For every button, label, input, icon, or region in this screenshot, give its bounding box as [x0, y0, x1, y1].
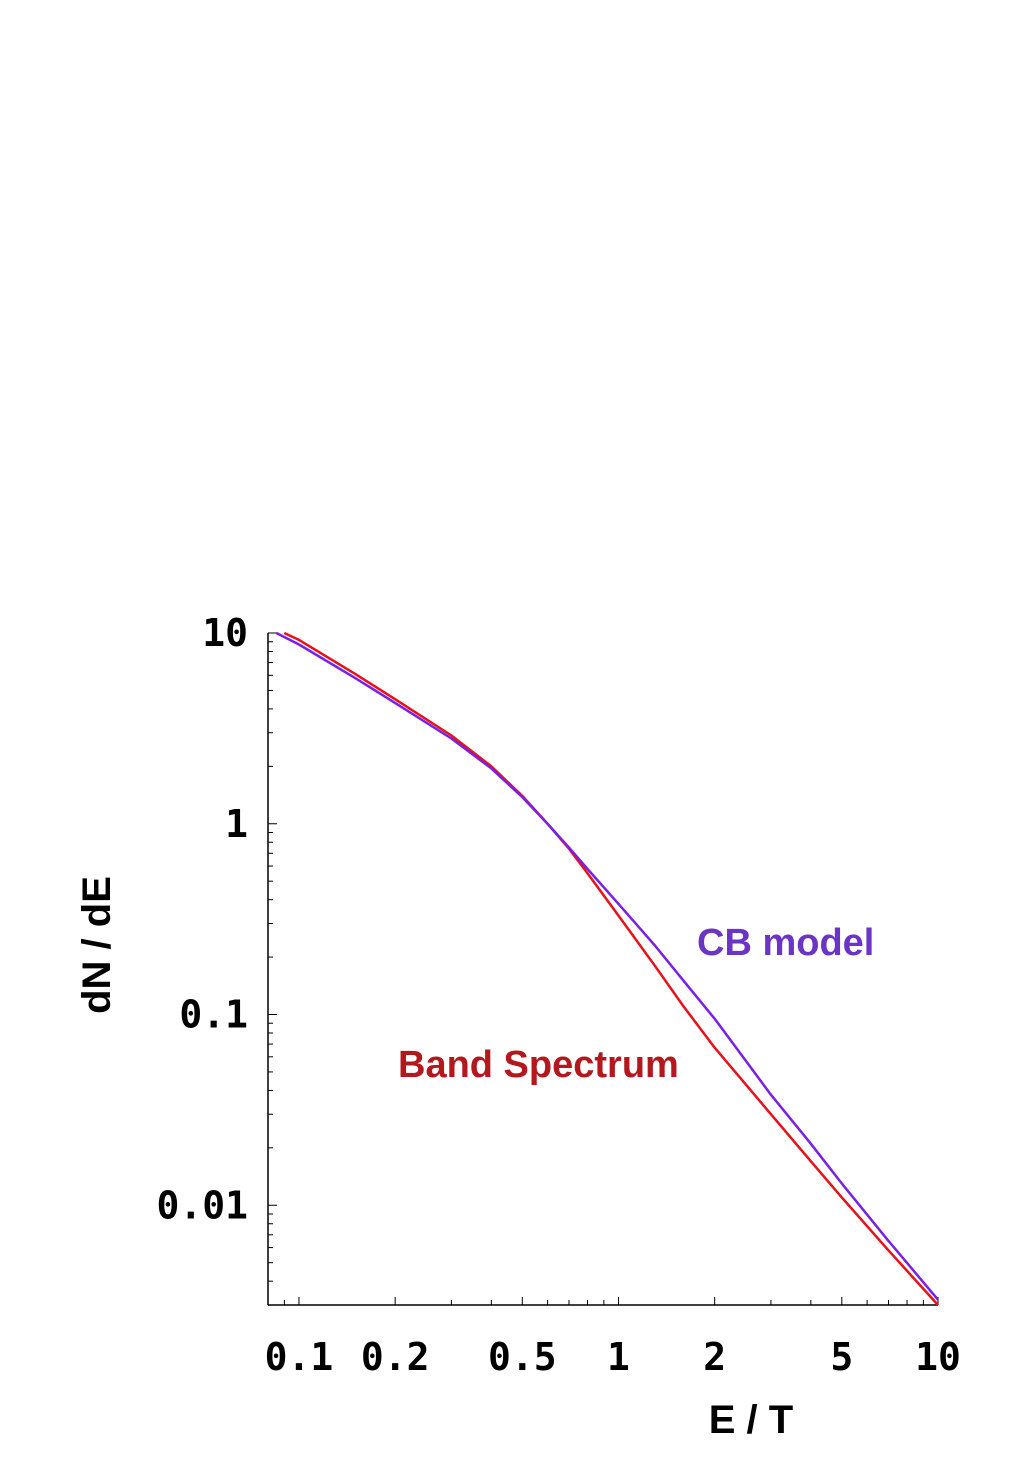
x-tick-label: 5: [830, 1335, 853, 1379]
y-tick-label: 0.01: [156, 1183, 248, 1227]
series-label-cb-model: CB model: [697, 922, 874, 964]
x-tick-label: 0.1: [265, 1335, 334, 1379]
y-tick-label: 0.1: [179, 993, 248, 1037]
series-line-cb-model: [275, 631, 939, 1301]
x-tick-label: 1: [607, 1335, 630, 1379]
series-label-band-spectrum: Band Spectrum: [398, 1044, 679, 1086]
x-ticks: 0.1 0.2 0.5 1 2 5 10: [265, 1297, 961, 1379]
y-tick-label: 10: [202, 611, 248, 655]
y-axis-title: dN / dE: [75, 876, 119, 1014]
series-lines: [275, 631, 939, 1306]
x-tick-label: 2: [703, 1335, 726, 1379]
series-line-band-spectrum: [283, 631, 939, 1306]
y-ticks: 10 1 0.1 0.01: [156, 611, 277, 1306]
x-tick-label: 0.5: [488, 1335, 557, 1379]
axes: 10 1 0.1 0.01 0.1 0.2 0.5 1 2 5 10: [156, 611, 960, 1379]
x-axis-title: E / T: [709, 1398, 793, 1442]
y-tick-label: 1: [225, 802, 248, 846]
x-tick-label: 10: [915, 1335, 961, 1379]
x-tick-label: 0.2: [361, 1335, 430, 1379]
